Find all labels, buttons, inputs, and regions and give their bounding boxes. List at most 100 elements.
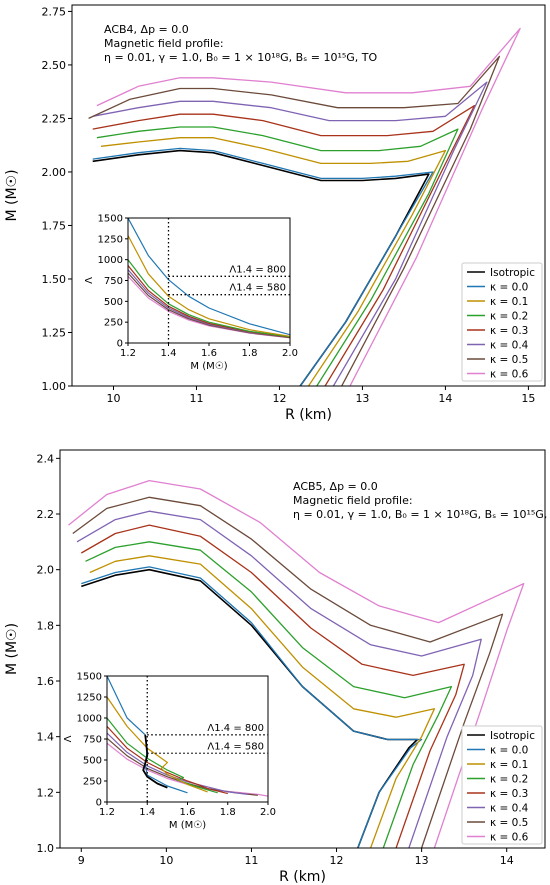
inset-y-axis-label: Λ: [63, 735, 74, 742]
x-tick-label: 13: [355, 392, 369, 405]
x-tick-label: 12: [272, 392, 286, 405]
legend-label-0-4: κ = 0.4: [490, 803, 529, 815]
series-line-0-1: [89, 555, 436, 848]
x-tick-label: 11: [189, 392, 203, 405]
legend-label-0-3: κ = 0.3: [490, 325, 528, 337]
inset-y-tick-label: 500: [104, 297, 123, 308]
series-line-0-6: [68, 479, 525, 848]
inset-y-tick-label: 1500: [98, 214, 123, 225]
series-lines: [88, 27, 521, 386]
inset-series-lines: [107, 676, 268, 797]
annotation-line: Magnetic field profile:: [293, 494, 413, 507]
y-tick-label: 1.50: [42, 273, 67, 286]
inset-series-line-0-2: [128, 259, 290, 338]
bottom-panel-chart: 9 10 11 12 13 14 1.0 1.2 1.4 1.6 1.8 2.0 2.2 2.4 R (km…: [4, 449, 550, 885]
x-tick-label: 15: [521, 392, 535, 405]
inset-y-tick-label: 250: [83, 777, 102, 788]
inset-x-tick-label: 1.2: [120, 348, 136, 359]
plot-frame: [71, 4, 546, 387]
y-tick-label: 2.50: [42, 59, 67, 72]
inset-x-tick-label: 1.4: [139, 807, 155, 818]
inset-x-tick-label: 1.2: [99, 807, 115, 818]
x-tick-label: 14: [438, 392, 452, 405]
legend-label-0-4: κ = 0.4: [490, 340, 529, 352]
inset-series-lines: [128, 218, 290, 339]
series-line-0-2: [96, 126, 459, 386]
inset-series-line-0-1: [107, 696, 208, 793]
legend-box: [461, 725, 543, 845]
legend-label-0-0: κ = 0.0: [490, 745, 528, 757]
inset-x-tick-label: 1.4: [161, 348, 177, 359]
x-tick-label: 14: [500, 854, 514, 867]
y-axis-label: M (M☉): [4, 169, 20, 221]
series-line-0-1: [100, 137, 447, 386]
series-line-0-5: [72, 496, 504, 848]
y-tick-label: 1.25: [42, 326, 67, 339]
x-tick-label: 11: [244, 854, 258, 867]
inset-x-tick-label: 1.8: [220, 807, 236, 818]
legend-label-0-5: κ = 0.5: [490, 817, 528, 829]
series-line-0-3: [92, 104, 476, 386]
x-tick-label: 13: [415, 854, 429, 867]
series-line-0-5: [88, 55, 501, 386]
inset-series-line-0-3: [107, 725, 228, 795]
y-tick-label: 1.2: [37, 786, 55, 799]
inset-y-tick-label: 1250: [98, 234, 123, 245]
annotation-line: η = 0.01, γ = 1.0, B₀ = 1 × 10¹⁸G, Bₛ = …: [293, 508, 550, 521]
x-tick-label: 10: [106, 392, 120, 405]
y-axis-label: M (M☉): [4, 623, 20, 675]
inset-x-axis-label: M (M☉): [169, 820, 206, 831]
y-tick-label: 1.8: [37, 619, 55, 632]
y-tick-label: 2.00: [42, 166, 67, 179]
y-tick-label: 1.0: [37, 842, 55, 855]
series-line-0-6: [96, 27, 521, 386]
inset-series-line-0-4: [107, 732, 248, 795]
inset-x-tick-label: 2.0: [282, 348, 298, 359]
y-tick-label: 2.2: [37, 508, 55, 521]
inset-hline-label: Λ1.4 = 800: [229, 264, 286, 275]
y-tick-label: 1.6: [37, 675, 55, 688]
series-line-0-4: [76, 510, 482, 848]
y-tick-label: 2.0: [37, 564, 55, 577]
x-axis-label: R (km): [285, 407, 332, 423]
legend: Isotropic κ = 0.0 κ = 0.1 κ = 0.2 κ = 0.3 κ =…: [461, 262, 543, 382]
y-tick-label: 2.4: [37, 452, 55, 465]
inset-hline-label: Λ1.4 = 580: [207, 741, 264, 752]
legend-box: [461, 262, 543, 382]
y-tick-label: 1.75: [42, 219, 67, 232]
x-tick-label: 10: [159, 854, 173, 867]
annotation-line: ACB5, Δp = 0.0: [293, 480, 378, 493]
inset-chart: Λ1.4 = 800 Λ1.4 = 580 1.2 1.4 1.6 1.8 2.0 0 250 5…: [84, 214, 298, 373]
inset-y-tick-label: 250: [104, 318, 123, 329]
legend-label-0-1: κ = 0.1: [490, 296, 528, 308]
annotation-line: η = 0.01, γ = 1.0, B₀ = 1 × 10¹⁸G, Bₛ = …: [104, 51, 377, 64]
legend-label-0-1: κ = 0.1: [490, 759, 528, 771]
legend-label-0-2: κ = 0.2: [490, 311, 528, 323]
annotation-line: ACB4, Δp = 0.0: [104, 23, 189, 36]
series-line-0-0: [81, 566, 423, 848]
inset-y-tick-label: 500: [83, 756, 102, 767]
legend-label-0-6: κ = 0.6: [490, 369, 529, 381]
inset-y-tick-label: 1000: [77, 714, 102, 725]
y-tick-label: 1.4: [37, 731, 55, 744]
legend-label-0-6: κ = 0.6: [490, 832, 529, 844]
legend-label-0-2: κ = 0.2: [490, 774, 528, 786]
legend-label-0-0: κ = 0.0: [490, 282, 528, 294]
inset-series-line-0-0: [128, 218, 290, 336]
inset-y-tick-label: 0: [117, 339, 123, 350]
series-line-0-2: [85, 541, 453, 848]
inset-y-tick-label: 750: [83, 735, 102, 746]
y-tick-label: 2.75: [42, 5, 67, 18]
inset-y-tick-label: 750: [104, 276, 123, 287]
series-line-0-3: [80, 524, 465, 848]
x-tick-label: 9: [78, 854, 85, 867]
inset-chart: Λ1.4 = 800 Λ1.4 = 580 1.2 1.4 1.6 1.8 2.0 0 250 5…: [63, 672, 276, 832]
series-line-0-0: [92, 147, 434, 386]
plot-frame: [59, 449, 546, 849]
top-panel-chart: 10 11 12 13 14 151.001.251.501.752.002.252.50…: [4, 4, 546, 423]
x-tick-label: 12: [330, 854, 344, 867]
legend-label-isotropic: Isotropic: [490, 730, 535, 742]
inset-x-axis-label: M (M☉): [190, 361, 227, 372]
inset-x-tick-label: 2.0: [260, 807, 276, 818]
